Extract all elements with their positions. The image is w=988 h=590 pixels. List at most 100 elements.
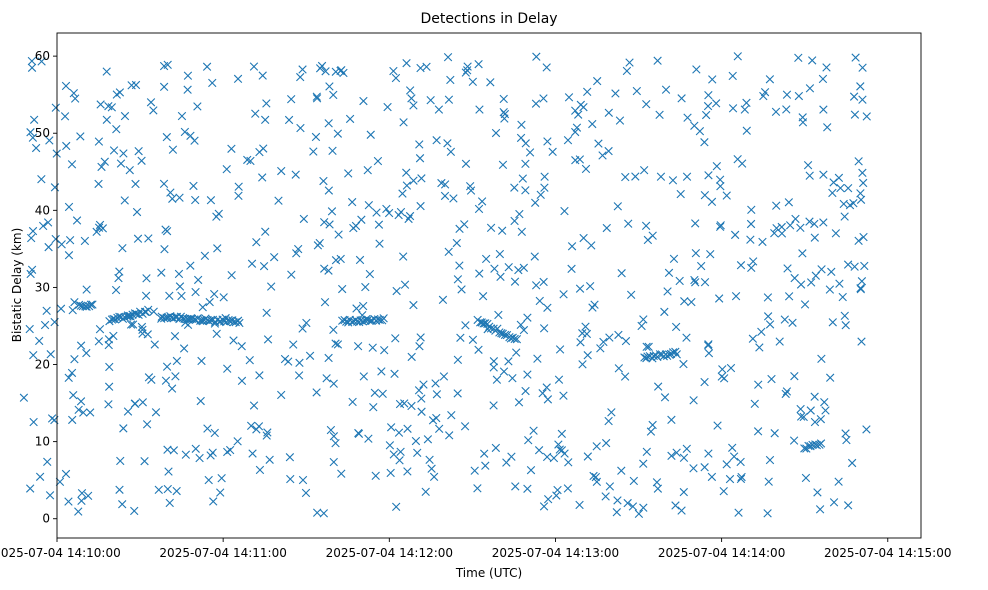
detection-point bbox=[453, 355, 463, 364]
detection-point bbox=[667, 451, 676, 461]
detection-point bbox=[130, 506, 139, 516]
detection-point bbox=[372, 208, 381, 217]
detection-point bbox=[796, 412, 806, 421]
detection-point bbox=[395, 399, 405, 409]
detection-point bbox=[329, 432, 339, 441]
detection-point bbox=[28, 226, 38, 236]
detection-point bbox=[407, 94, 416, 103]
detection-point bbox=[204, 475, 213, 485]
detection-point bbox=[324, 353, 333, 363]
detection-point bbox=[355, 255, 365, 265]
detection-point bbox=[322, 374, 331, 383]
detection-point bbox=[504, 357, 513, 366]
detection-point bbox=[515, 209, 524, 219]
detection-point bbox=[836, 183, 845, 193]
detection-point bbox=[150, 340, 159, 349]
detection-point bbox=[102, 67, 111, 76]
detection-point bbox=[557, 429, 567, 439]
detection-point bbox=[592, 442, 601, 451]
detection-point bbox=[29, 350, 38, 360]
detection-point bbox=[564, 93, 574, 102]
detection-point bbox=[712, 161, 722, 171]
detection-point bbox=[862, 112, 871, 121]
detection-point bbox=[183, 71, 193, 80]
detection-point bbox=[324, 266, 333, 275]
detection-point bbox=[69, 390, 78, 400]
detection-point bbox=[134, 146, 143, 156]
detection-point bbox=[417, 174, 426, 183]
detection-point bbox=[183, 320, 193, 330]
detection-point bbox=[193, 275, 203, 285]
detection-point bbox=[409, 176, 418, 185]
detection-point bbox=[486, 223, 496, 233]
detection-point bbox=[716, 182, 725, 191]
detection-point bbox=[539, 324, 549, 333]
detection-point bbox=[191, 444, 200, 453]
detection-point bbox=[175, 282, 185, 291]
detection-point bbox=[261, 227, 270, 236]
y-tick-label-2: 20 bbox=[35, 358, 50, 372]
detection-point bbox=[107, 315, 117, 324]
detection-point bbox=[460, 422, 470, 431]
detection-point bbox=[446, 75, 455, 85]
detection-point bbox=[35, 336, 44, 346]
detection-point bbox=[800, 300, 810, 309]
detection-point bbox=[736, 261, 746, 270]
detection-point bbox=[326, 425, 336, 435]
detection-point bbox=[733, 52, 742, 61]
detection-point bbox=[805, 171, 814, 180]
detection-point bbox=[35, 472, 45, 481]
detection-point bbox=[348, 397, 357, 407]
detection-point bbox=[409, 101, 418, 110]
detection-point bbox=[729, 452, 739, 461]
detection-point bbox=[753, 427, 763, 436]
detection-point bbox=[535, 296, 544, 306]
x-tick-label-5: 2025-07-04 14:15:00 bbox=[824, 546, 951, 560]
detection-point bbox=[534, 446, 544, 455]
detection-point bbox=[137, 322, 147, 332]
detection-point bbox=[97, 162, 106, 172]
detection-point bbox=[559, 290, 568, 299]
detection-point bbox=[641, 221, 651, 231]
detection-point bbox=[50, 183, 60, 192]
detection-point bbox=[592, 477, 602, 487]
detection-point bbox=[820, 397, 829, 407]
detection-point bbox=[291, 170, 300, 179]
detection-point bbox=[266, 282, 276, 291]
detection-point bbox=[785, 221, 795, 230]
detection-point bbox=[67, 368, 77, 378]
detection-point bbox=[585, 281, 595, 291]
detection-point bbox=[604, 416, 613, 426]
detection-point bbox=[295, 358, 304, 368]
detection-point bbox=[617, 466, 626, 475]
detection-point bbox=[210, 428, 219, 438]
detection-point bbox=[621, 172, 630, 182]
detection-point bbox=[82, 285, 91, 294]
detection-point bbox=[131, 179, 140, 189]
detection-point bbox=[149, 307, 158, 316]
detection-point bbox=[840, 311, 849, 321]
detection-point bbox=[518, 174, 528, 183]
detection-point bbox=[717, 372, 726, 381]
detection-point bbox=[409, 300, 418, 310]
detection-point bbox=[494, 310, 503, 320]
detection-point bbox=[440, 180, 450, 189]
detection-point bbox=[371, 471, 380, 480]
detection-point bbox=[19, 393, 29, 402]
detection-point bbox=[615, 116, 625, 125]
detection-point bbox=[31, 143, 41, 153]
detection-point bbox=[25, 324, 34, 334]
detection-point bbox=[88, 300, 97, 309]
detection-point bbox=[198, 316, 208, 326]
detection-point bbox=[682, 172, 692, 181]
detection-point bbox=[293, 244, 303, 254]
detection-point bbox=[784, 292, 794, 301]
detection-point bbox=[796, 280, 806, 289]
detection-point bbox=[233, 74, 243, 84]
detection-point bbox=[536, 190, 545, 199]
detection-point bbox=[687, 297, 696, 307]
detection-point bbox=[858, 168, 867, 178]
detection-point bbox=[311, 132, 321, 142]
detection-point bbox=[620, 372, 630, 381]
detection-point bbox=[661, 85, 671, 94]
